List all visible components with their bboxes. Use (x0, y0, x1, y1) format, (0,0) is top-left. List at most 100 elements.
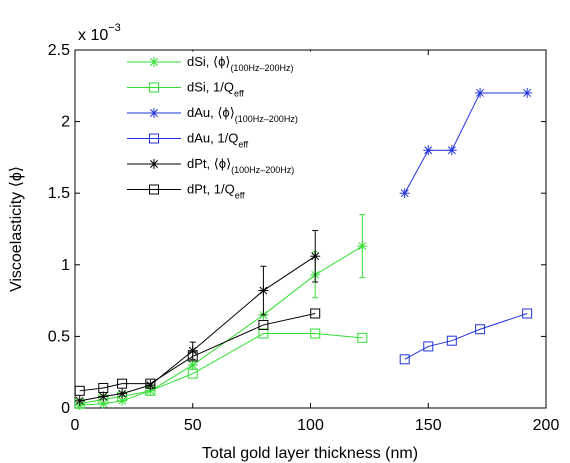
data-point (423, 341, 434, 352)
marker-stroke (99, 392, 108, 401)
legend-label-main: dAu, ⟨ϕ⟩ (187, 105, 235, 120)
legend-entry-0: dSi, ⟨ϕ⟩(100Hz–200Hz) (127, 54, 293, 73)
marker-square (187, 368, 198, 379)
marker-square (357, 332, 368, 343)
marker-square (145, 378, 156, 389)
legend-entry-3: dAu, 1/Qeff (127, 131, 249, 150)
marker-stroke (75, 396, 84, 405)
y-tick-label: 1.5 (48, 185, 70, 202)
data-point (310, 251, 321, 262)
legend-label: dAu, ⟨ϕ⟩(100Hz–200Hz) (187, 105, 298, 124)
y-tick-label: 1 (61, 257, 70, 274)
data-point (258, 285, 269, 296)
y-exponent-power: −3 (108, 22, 121, 34)
x-tick-label: 200 (533, 417, 560, 434)
data-point (357, 241, 368, 252)
data-point (187, 360, 198, 371)
marker-stroke (259, 286, 268, 295)
y-tick-label: 0.5 (48, 328, 70, 345)
y-tick-label: 2 (61, 114, 70, 131)
x-tick-label: 0 (71, 417, 80, 434)
marker-stroke (188, 346, 197, 355)
legend-entry-2: dAu, ⟨ϕ⟩(100Hz–200Hz) (127, 105, 298, 124)
data-point (446, 145, 457, 156)
series-4 (74, 229, 321, 406)
data-point (310, 328, 321, 339)
data-point (475, 87, 486, 98)
marker-stroke (188, 361, 197, 369)
legend-label-sub: (100Hz–200Hz) (235, 114, 298, 124)
data-point (475, 324, 486, 335)
marker-square (149, 184, 159, 195)
data-point (145, 380, 156, 391)
series-line (79, 333, 363, 405)
marker-stroke (358, 242, 367, 251)
data-point (74, 395, 85, 406)
series-line (404, 313, 528, 360)
x-tick-label: 50 (184, 417, 202, 434)
legend-label-sub: eff (234, 89, 244, 99)
series-1 (74, 328, 368, 409)
marker-square (310, 328, 321, 339)
data-point (117, 388, 128, 399)
legend-label-main: dAu, 1/Q (187, 131, 238, 146)
marker-square (98, 382, 109, 393)
tick-labels: 0 50 100 150 200 0 0.5 1 1.5 2 2.5 (48, 42, 560, 434)
legend-entry-4: dPt, ⟨ϕ⟩(100Hz–200Hz) (127, 156, 294, 175)
y-tick-label: 2.5 (48, 42, 70, 59)
marker-square (74, 385, 85, 396)
x-axis-title: Total gold layer thickness (nm) (202, 445, 418, 462)
data-point (357, 332, 368, 343)
marker-square (522, 308, 533, 319)
marker-square (149, 133, 159, 144)
series-2 (399, 87, 533, 199)
legend-label-sub: eff (238, 140, 248, 150)
legend-label-main: dSi, 1/Q (187, 80, 234, 95)
data-point (310, 308, 321, 319)
marker-square (399, 354, 410, 365)
marker-stroke (150, 160, 158, 168)
data-point (446, 335, 457, 346)
legend-label: dAu, 1/Qeff (187, 131, 249, 150)
data-point (187, 351, 198, 362)
data-point (258, 319, 269, 330)
data-point (74, 385, 85, 396)
data-point (399, 354, 410, 365)
data-point (187, 345, 198, 356)
data-point (423, 145, 434, 156)
data-point (145, 378, 156, 389)
y-tick-label: 0 (61, 400, 70, 417)
data-point (399, 188, 410, 199)
legend-label: dSi, 1/Qeff (187, 80, 244, 99)
marker-square (117, 378, 128, 389)
data-point (187, 368, 198, 379)
legend-label: dPt, ⟨ϕ⟩(100Hz–200Hz) (187, 156, 294, 175)
series-3 (399, 308, 533, 365)
marker-square (423, 341, 434, 352)
data-point (522, 308, 533, 319)
marker-stroke (400, 189, 409, 198)
marker-stroke (150, 109, 158, 117)
marker-square (258, 319, 269, 330)
data-point (522, 87, 533, 98)
marker-square (310, 308, 321, 319)
y-axis-title: Viscoelasticity ⟨ϕ⟩ (8, 166, 25, 292)
y-exponent-label: x 10−3 (78, 22, 121, 44)
data-point (98, 382, 109, 393)
legend-label-sub: (100Hz–200Hz) (231, 165, 294, 175)
marker-square (475, 324, 486, 335)
legend-entry-5: dPt, 1/Qeff (127, 182, 245, 201)
legend-label: dSi, ⟨ϕ⟩(100Hz–200Hz) (187, 54, 293, 73)
series-line (79, 312, 316, 392)
data-point (98, 391, 109, 402)
x-tick-label: 150 (415, 417, 442, 434)
data-point (117, 378, 128, 389)
legend-box (120, 51, 351, 211)
series-5 (74, 308, 321, 396)
x-tick-label: 100 (297, 417, 324, 434)
series-layer (74, 87, 533, 411)
legend-label: dPt, 1/Qeff (187, 182, 245, 201)
marker-stroke (447, 146, 456, 155)
